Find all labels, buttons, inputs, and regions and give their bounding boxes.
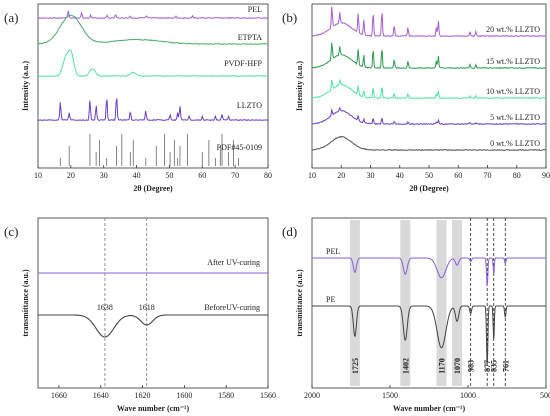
x-axis-label-a: 2θ (Degree) xyxy=(133,184,173,193)
panel-label-b: (b) xyxy=(282,10,297,25)
x-axis-label-d: Wave number (cm⁻¹) xyxy=(393,404,466,413)
x-tick-label: 60 xyxy=(198,171,206,180)
x-tick-label: 1500 xyxy=(382,391,398,400)
y-axis-label-b: Intensity (a.u.) xyxy=(295,61,304,111)
series-line-llzto xyxy=(37,98,269,122)
band-label: 761 xyxy=(501,360,510,372)
series-label: After UV-curing xyxy=(207,258,260,267)
x-tick-label: 1620 xyxy=(135,391,151,400)
panel-d: (d) transmittance (a.u.) Wave number (cm… xyxy=(282,217,550,413)
series-line-pel xyxy=(312,257,546,287)
panel-label-a: (a) xyxy=(4,10,18,25)
series-line-b xyxy=(311,42,547,70)
x-tick-label: 20 xyxy=(337,171,345,180)
series-line-b xyxy=(311,106,547,126)
plot-frame-d xyxy=(311,217,547,389)
x-tick-label: 10 xyxy=(308,171,316,180)
x-ticks-c: 1660 1640 1620 1600 1580 1560 xyxy=(51,385,276,400)
panel-a: (a) Intensity (a.u.) 2θ (Degree) 10 20 30 4… xyxy=(4,3,272,193)
series-label: 15 wt.% LLZTO xyxy=(486,57,540,66)
panel-c: (c) transmittance (a.u.) Wave number (cm… xyxy=(4,217,276,413)
x-tick-label: 20 xyxy=(67,171,75,180)
series-line-b xyxy=(311,6,546,38)
band-highlight xyxy=(436,220,447,386)
series-label: 20 wt.% LLZTO xyxy=(486,25,540,34)
band-highlight xyxy=(400,220,411,386)
plot-frame-c xyxy=(37,217,269,389)
x-tick-label: 70 xyxy=(484,171,492,180)
series-label: LLZTO xyxy=(237,101,262,110)
band-label: 1725 xyxy=(351,358,360,374)
x-tick-label: 80 xyxy=(513,171,521,180)
series-c: After UV-curing BeforeUV-curing 1638 1618 xyxy=(38,218,268,388)
panel-label-c: (c) xyxy=(4,224,18,239)
reference-label: PDF#45-0109 xyxy=(217,143,262,152)
series-label: 10 wt.% LLZTO xyxy=(486,87,540,96)
x-tick-label: 70 xyxy=(231,171,239,180)
plot-frame-a xyxy=(37,3,269,169)
x-tick-label: 1000 xyxy=(460,391,476,400)
y-axis-label-d: transmittance (a.u.) xyxy=(295,269,304,337)
x-tick-label: 50 xyxy=(425,171,433,180)
series-line-pel xyxy=(37,10,269,20)
x-tick-label: 90 xyxy=(542,171,550,180)
x-tick-label: 1600 xyxy=(176,391,192,400)
y-axis-label-a: Intensity (a.u.) xyxy=(21,61,30,111)
series-label: PEL xyxy=(326,247,340,256)
band-label: 835 xyxy=(490,360,499,372)
band-label: 983 xyxy=(467,360,476,372)
x-tick-label: 2000 xyxy=(304,391,320,400)
band-label: 877 xyxy=(483,360,492,372)
band-label: 1170 xyxy=(437,358,446,374)
x-tick-label: 1660 xyxy=(51,391,67,400)
x-tick-label: 1640 xyxy=(93,391,109,400)
series-line-pvdf-hfp xyxy=(38,49,269,78)
x-tick-label: 60 xyxy=(454,171,462,180)
y-axis-label-c: transmittance (a.u.) xyxy=(21,269,30,337)
series-label: PEL xyxy=(248,5,262,14)
series-label: 0 wt.% LLZTO xyxy=(490,139,540,148)
x-tick-label: 500 xyxy=(540,391,550,400)
series-line-etpta xyxy=(37,14,269,46)
band-label: 1402 xyxy=(401,358,410,374)
x-axis-label-c: Wave number (cm⁻¹) xyxy=(117,404,190,413)
series-label: 5 wt.% LLZTO xyxy=(490,113,540,122)
band-highlight xyxy=(349,220,360,386)
x-tick-label: 1580 xyxy=(218,391,234,400)
series-line-before-uv xyxy=(38,314,268,338)
series-a: PEL ETPTA PVDF-HFP LLZTO PDF#45-0109 xyxy=(37,5,269,166)
band-highlight xyxy=(452,220,463,386)
series-line-b xyxy=(311,78,547,100)
peak-annotation: 1638 xyxy=(97,303,113,312)
x-ticks-d: 2000 1500 1000 500 xyxy=(304,385,550,400)
x-ticks-b: 10 20 30 40 50 60 70 80 90 xyxy=(308,165,550,180)
x-tick-label: 50 xyxy=(165,171,173,180)
panel-label-d: (d) xyxy=(282,224,297,239)
band-label: 1070 xyxy=(453,358,462,374)
series-label: PVDF-HFP xyxy=(224,59,262,68)
x-tick-label: 30 xyxy=(100,171,108,180)
x-ticks-a: 10 20 30 40 50 60 70 80 xyxy=(34,165,272,180)
series-b: 20 wt.% LLZTO 15 wt.% LLZTO 10 wt.% LLZTO 5… xyxy=(311,6,547,152)
x-tick-label: 10 xyxy=(34,171,42,180)
x-tick-label: 1560 xyxy=(260,391,276,400)
x-axis-label-b: 2θ (Degree) xyxy=(409,184,449,193)
x-tick-label: 80 xyxy=(264,171,272,180)
series-label: BeforeUV-curing xyxy=(204,303,260,312)
x-tick-label: 40 xyxy=(396,171,404,180)
peak-annotation: 1618 xyxy=(139,303,155,312)
x-tick-label: 30 xyxy=(367,171,375,180)
series-label: PE xyxy=(326,295,335,304)
panel-b: (b) Intensity (a.u.) 2θ (Degree) 10 20 30 4… xyxy=(282,3,550,193)
series-label: ETPTA xyxy=(238,33,262,42)
series-line-pe xyxy=(312,305,546,366)
x-tick-label: 40 xyxy=(133,171,141,180)
series-line-b xyxy=(311,135,547,152)
